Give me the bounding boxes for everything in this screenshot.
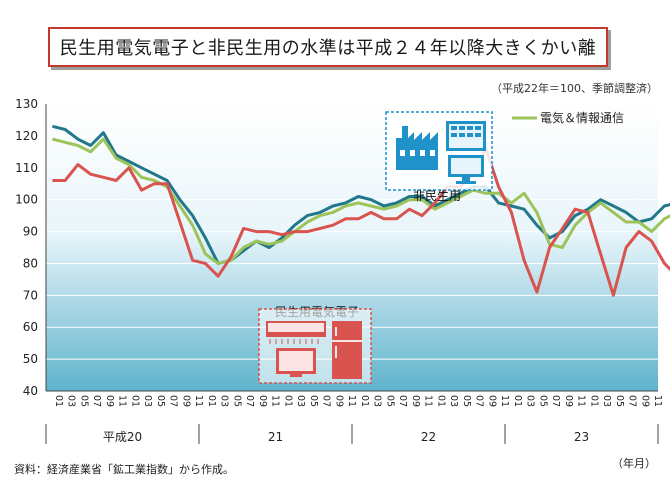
x-tick-label: 11 [117,395,128,407]
x-tick-label: 03 [525,395,536,407]
x-tick-label: 01 [435,395,446,407]
base-note: （平成22年＝100、季節調整済） [491,82,658,95]
x-tick-label: 07 [244,395,255,407]
x-tick-label: 09 [257,395,268,407]
x-axis: 01 03 05 07 09 11 01 03 05 07 09 11 01 03 05 07 09 11 01 03… [45,390,663,444]
x-tick-label: 03 [372,395,383,407]
y-tick-label: 90 [23,225,38,239]
y-tick-label: 70 [23,288,38,302]
legend: 電気＆情報通信 [512,110,624,125]
y-tick-label: 80 [23,256,38,270]
y-tick-label: 110 [15,161,38,175]
y-tick-label: 50 [23,352,38,366]
x-tick-label: 01 [282,395,293,407]
x-tick-label: 03 [601,395,612,407]
year-group-label: 23 [574,430,589,444]
non-consumer-icon [385,111,493,191]
x-tick-label: 11 [423,395,434,407]
x-tick-label: 03 [219,395,230,407]
y-tick-label: 100 [15,193,38,207]
x-tick-label: 01 [359,395,370,407]
x-tick-label: 09 [104,395,115,407]
consumer-icon [258,308,372,384]
x-tick-label: 03 [295,395,306,407]
x-tick-label: 11 [499,395,510,407]
x-tick-label: 11 [193,395,204,407]
x-tick-label: 05 [614,395,625,407]
x-tick-label: 09 [486,395,497,407]
y-tick-label: 40 [23,384,38,398]
y-axis: 40 50 60 70 80 90 100 110 120 130 [15,97,47,398]
x-tick-label: 09 [563,395,574,407]
series-line-2 [52,147,670,297]
year-group-label: 平成20 [103,430,142,444]
chart-title: 民生用電気電子と非民生用の水準は平成２４年以降大きくかい離 [59,38,597,59]
x-tick-label: 01 [129,395,140,407]
series-lines [52,124,670,297]
x-tick-label: 11 [652,395,663,407]
year-group-label: 22 [421,430,436,444]
x-axis-unit-label: （年月） [612,457,656,470]
y-tick-label: 130 [15,97,38,111]
x-tick-label: 07 [397,395,408,407]
x-tick-label: 03 [66,395,77,407]
x-tick-label: 05 [461,395,472,407]
series-line-1 [52,137,670,265]
chart-title-box: 民生用電気電子と非民生用の水準は平成２４年以降大きくかい離 [48,27,608,67]
non-consumer-label: 非民生用 [413,189,461,203]
x-tick-label: 01 [206,395,217,407]
source-note: 資料：経済産業省「鉱工業指数」から作成。 [14,463,234,476]
x-tick-label: 01 [53,395,64,407]
x-tick-label: 07 [168,395,179,407]
x-tick-label: 07 [550,395,561,407]
x-tick-label: 05 [155,395,166,407]
x-tick-label: 07 [91,395,102,407]
x-tick-label: 11 [346,395,357,407]
x-tick-label: 11 [576,395,587,407]
y-tick-label: 60 [23,320,38,334]
year-group-label: 21 [268,430,283,444]
x-tick-label: 07 [474,395,485,407]
x-tick-label: 03 [142,395,153,407]
x-tick-label: 07 [321,395,332,407]
x-tick-label: 09 [410,395,421,407]
legend-label-electric: 電気＆情報通信 [540,110,624,125]
x-tick-label: 01 [588,395,599,407]
x-tick-label: 05 [308,395,319,407]
x-tick-label: 11 [270,395,281,407]
x-tick-label: 09 [639,395,650,407]
y-tick-label: 120 [15,129,38,143]
x-tick-label: 05 [537,395,548,407]
x-tick-label: 03 [448,395,459,407]
x-tick-label: 09 [180,395,191,407]
x-tick-label: 07 [627,395,638,407]
x-tick-label: 05 [231,395,242,407]
x-tick-label: 01 [512,395,523,407]
x-tick-label: 05 [78,395,89,407]
x-tick-label: 09 [333,395,344,407]
x-tick-label: 05 [384,395,395,407]
